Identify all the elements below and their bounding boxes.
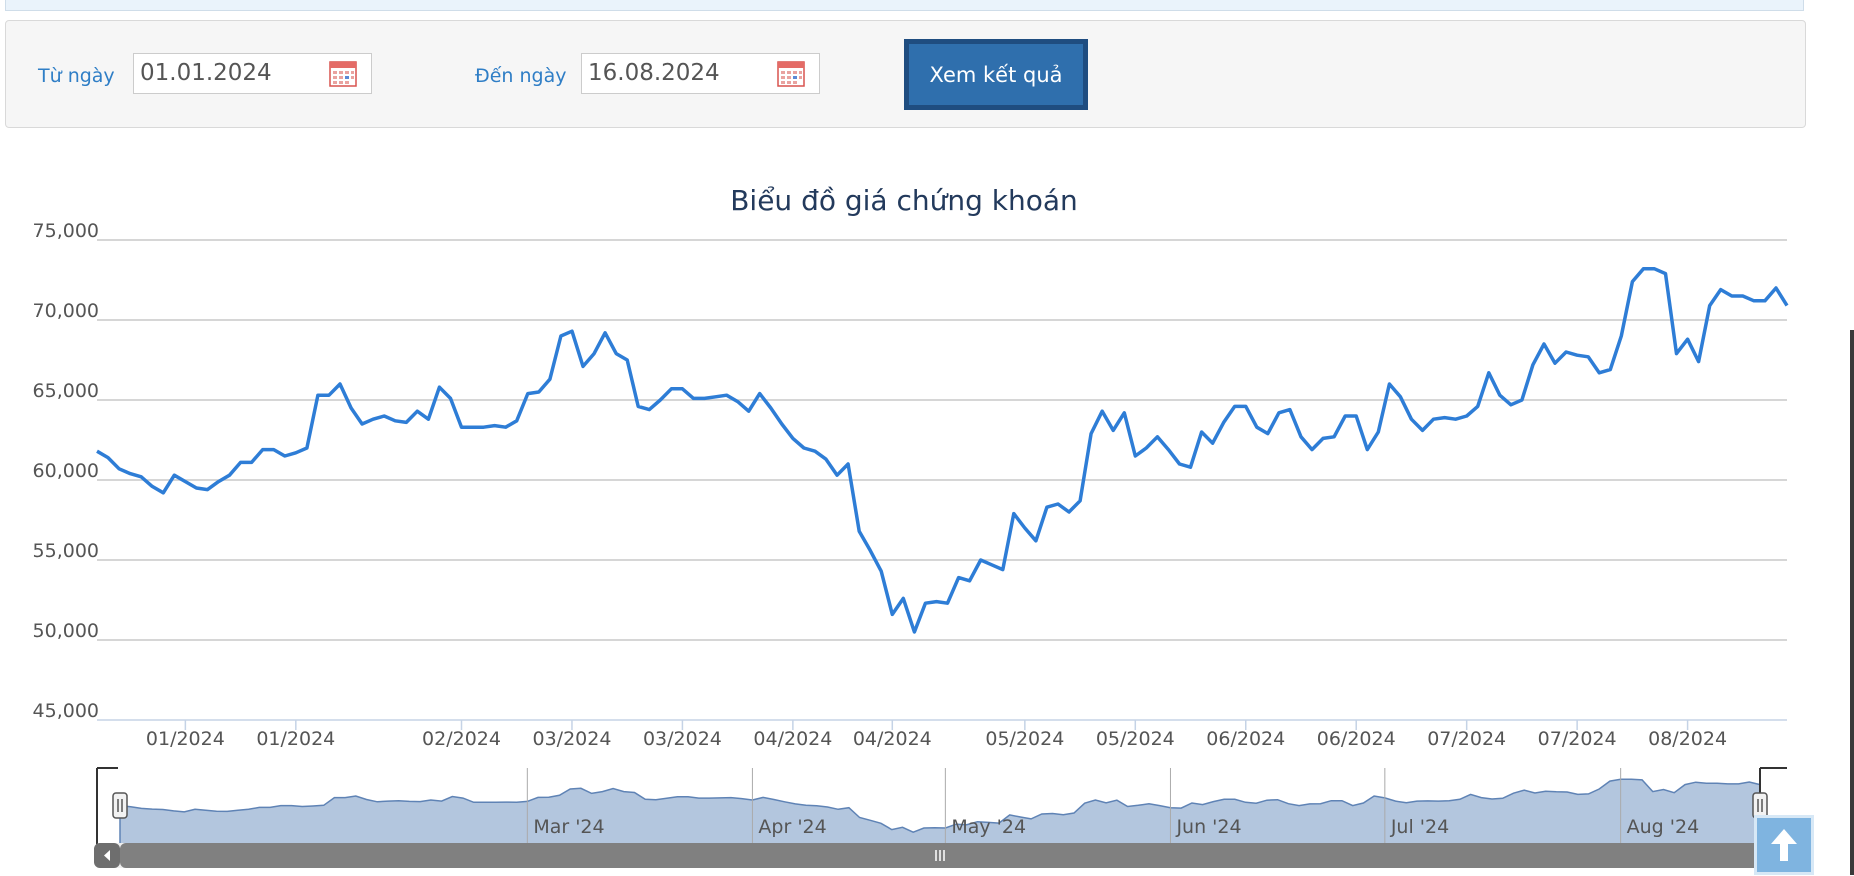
x-tick-label: 08/2024 (1648, 728, 1727, 750)
navigator-month-label: Jun '24 (1175, 816, 1241, 838)
from-date-field[interactable] (133, 53, 372, 94)
price-line (96, 267, 1789, 634)
calendar-icon[interactable] (329, 60, 357, 87)
to-date-input[interactable] (588, 54, 758, 92)
x-tick-label: 07/2024 (1538, 728, 1617, 750)
x-tick-label: 05/2024 (1096, 728, 1175, 750)
x-tick-label: 07/2024 (1427, 728, 1506, 750)
calendar-icon[interactable] (777, 60, 805, 87)
y-axis-labels: 45,000 50,000 55,000 60,000 65,000 70,000 75,0… (33, 220, 99, 722)
from-date-input[interactable] (140, 54, 310, 92)
scrollbar[interactable] (94, 843, 1790, 868)
x-tick-label: 05/2024 (985, 728, 1064, 750)
y-tick-label: 70,000 (33, 300, 99, 322)
x-tick-label: 02/2024 (422, 728, 501, 750)
navigator-month-labels: Mar '24 Apr '24 May '24 Jun '24 Jul '24 Aug '… (526, 768, 1700, 845)
y-tick-label: 50,000 (33, 620, 99, 642)
chart-title: Biểu đồ giá chứng khoán (730, 184, 1078, 217)
navigator-month-label: Jul '24 (1390, 816, 1449, 838)
x-tick-label: 03/2024 (643, 728, 722, 750)
x-tick-label: 06/2024 (1317, 728, 1396, 750)
x-axis-labels: 01/2024 01/2024 02/2024 03/2024 03/2024 04/20… (146, 720, 1727, 750)
to-date-label: Đến ngày (475, 65, 567, 87)
y-tick-label: 75,000 (33, 220, 99, 242)
y-tick-label: 60,000 (33, 460, 99, 482)
y-tick-label: 55,000 (33, 540, 99, 562)
y-tick-label: 65,000 (33, 380, 99, 402)
x-tick-label: 06/2024 (1206, 728, 1285, 750)
to-date-field[interactable] (581, 53, 820, 94)
page-scrollbar[interactable] (1850, 330, 1854, 875)
arrow-up-icon (1771, 829, 1797, 861)
x-tick-label: 04/2024 (853, 728, 932, 750)
x-tick-label: 04/2024 (753, 728, 832, 750)
navigator-month-label: Mar '24 (533, 816, 604, 838)
x-tick-label: 01/2024 (146, 728, 225, 750)
scroll-to-top-button[interactable] (1754, 815, 1814, 875)
navigator-month-label: Aug '24 (1627, 816, 1700, 838)
navigator-right-handle[interactable] (1752, 792, 1768, 819)
top-strip (5, 0, 1804, 11)
navigator-month-label: Apr '24 (758, 816, 826, 838)
x-tick-label: 01/2024 (256, 728, 335, 750)
scrollbar-grip-icon (935, 850, 945, 861)
navigator-left-handle[interactable] (112, 792, 128, 819)
from-date-label: Từ ngày (38, 65, 115, 87)
view-results-button[interactable]: Xem kết quả (904, 39, 1088, 110)
arrow-left-icon (104, 850, 110, 861)
navigator[interactable]: Mar '24 Apr '24 May '24 Jun '24 Jul '24 Aug '… (96, 767, 1789, 846)
grid-lines (97, 239, 1787, 721)
navigator-month-label: May '24 (951, 816, 1026, 838)
y-tick-label: 45,000 (33, 700, 99, 722)
x-tick-label: 03/2024 (532, 728, 611, 750)
